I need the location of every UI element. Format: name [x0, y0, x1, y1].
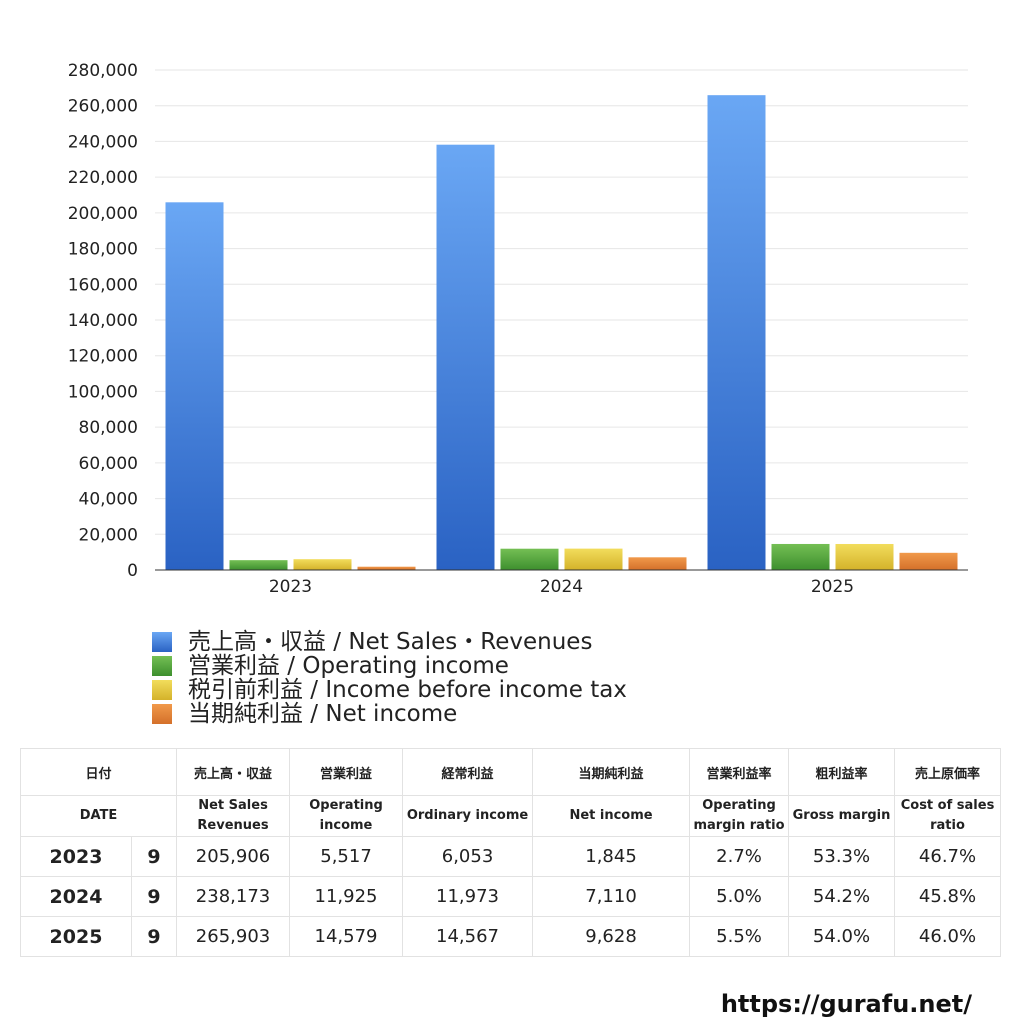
legend-item-net-income: 当期純利益 / Net income [152, 702, 627, 726]
y-tick-label: 80,000 [79, 418, 138, 438]
legend-item-net-sales: 売上高・収益 / Net Sales・Revenues [152, 630, 627, 654]
cell-cos: 45.8% [894, 876, 1002, 917]
y-tick-label: 260,000 [68, 97, 138, 117]
bar-2023-series-2 [293, 559, 352, 570]
header-op-jp: 営業利益 [289, 748, 404, 796]
bar-2023-series-3 [357, 566, 416, 570]
y-tick-label: 200,000 [68, 204, 138, 224]
cell-year: 2024 [20, 876, 132, 917]
bar-2023-series-1 [229, 560, 288, 570]
header-gm-en: Gross margin [788, 795, 896, 837]
x-tick-label: 2024 [540, 577, 583, 597]
header-sales-en: Net Sales Revenues [176, 795, 291, 837]
x-axis-ticks: 2023 2024 2025 [269, 577, 854, 597]
financial-table: 日付 売上高・収益 営業利益 経常利益 当期純利益 営業利益率 粗利益率 売上原… [19, 748, 1002, 957]
y-tick-label: 0 [127, 561, 138, 581]
header-date-en: DATE [19, 795, 178, 837]
bar-2024-series-0 [436, 144, 495, 570]
cell-month: 9 [130, 836, 178, 877]
cell-gm: 54.0% [788, 916, 896, 957]
bar-chart: 0 20,000 40,000 60,000 80,000 100,000 120,000 1… [68, 61, 968, 597]
cell-op: 5,517 [289, 836, 404, 877]
y-tick-label: 140,000 [68, 311, 138, 331]
source-url: https://gurafu.net/ [720, 990, 972, 1018]
legend-label: 当期純利益 / Net income [188, 701, 458, 727]
cell-month: 9 [130, 916, 178, 957]
cell-net: 1,845 [532, 836, 691, 877]
y-tick-label: 160,000 [68, 275, 138, 295]
bar-2024-series-1 [500, 548, 559, 570]
x-tick-label: 2025 [811, 577, 854, 597]
y-tick-label: 100,000 [68, 382, 138, 402]
y-tick-label: 240,000 [68, 132, 138, 152]
bar-2025-series-3 [899, 552, 958, 570]
x-tick-label: 2023 [269, 577, 312, 597]
header-ord-jp: 経常利益 [402, 748, 534, 796]
cell-sales: 265,903 [176, 916, 291, 957]
y-tick-label: 280,000 [68, 61, 138, 81]
header-date-jp: 日付 [19, 748, 178, 796]
cell-sales: 238,173 [176, 876, 291, 917]
y-tick-label: 20,000 [79, 525, 138, 545]
legend-item-income-before-tax: 税引前利益 / Income before income tax [152, 678, 627, 702]
table-row: 2024 9 238,173 11,925 11,973 7,110 5.0% … [20, 876, 1002, 917]
cell-gm: 54.2% [788, 876, 896, 917]
cell-op: 11,925 [289, 876, 404, 917]
legend-label: 売上高・収益 / Net Sales・Revenues [188, 629, 593, 655]
legend-label: 税引前利益 / Income before income tax [188, 677, 627, 703]
cell-ord: 6,053 [402, 836, 534, 877]
y-tick-label: 220,000 [68, 168, 138, 188]
cell-cos: 46.0% [894, 916, 1002, 957]
cell-ord: 14,567 [402, 916, 534, 957]
legend-swatch-net-sales [152, 632, 172, 652]
bar-2024-series-3 [628, 557, 687, 570]
cell-month: 9 [130, 876, 178, 917]
header-net-jp: 当期純利益 [532, 748, 691, 796]
y-axis-ticks: 0 20,000 40,000 60,000 80,000 100,000 120,000 1… [68, 61, 138, 581]
header-op-en: Operating income [289, 795, 404, 837]
table-header-en: DATE Net Sales Revenues Operating income… [19, 795, 1002, 837]
header-net-en: Net income [532, 795, 691, 837]
cell-op: 14,579 [289, 916, 404, 957]
grid-lines [155, 69, 968, 535]
y-tick-label: 180,000 [68, 240, 138, 260]
header-cos-jp: 売上原価率 [894, 748, 1002, 796]
table-row: 2023 9 205,906 5,517 6,053 1,845 2.7% 53… [20, 836, 1002, 877]
cell-cos: 46.7% [894, 836, 1002, 877]
y-tick-label: 60,000 [79, 454, 138, 474]
cell-opm: 5.5% [689, 916, 790, 957]
cell-sales: 205,906 [176, 836, 291, 877]
bar-2025-series-1 [771, 543, 830, 570]
header-opm-jp: 営業利益率 [689, 748, 790, 796]
legend: 売上高・収益 / Net Sales・Revenues 営業利益 / Opera… [152, 630, 627, 726]
cell-opm: 5.0% [689, 876, 790, 917]
bar-2024-series-2 [564, 548, 623, 570]
table-header-jp: 日付 売上高・収益 営業利益 経常利益 当期純利益 営業利益率 粗利益率 売上原… [19, 748, 1002, 796]
cell-gm: 53.3% [788, 836, 896, 877]
header-gm-jp: 粗利益率 [788, 748, 896, 796]
cell-year: 2025 [20, 916, 132, 957]
bar-2025-series-0 [707, 95, 766, 570]
cell-net: 7,110 [532, 876, 691, 917]
y-tick-label: 40,000 [79, 490, 138, 510]
bars [165, 95, 958, 570]
header-ord-en: Ordinary income [402, 795, 534, 837]
legend-label: 営業利益 / Operating income [188, 653, 509, 679]
legend-swatch-net-income [152, 704, 172, 724]
cell-opm: 2.7% [689, 836, 790, 877]
cell-year: 2023 [20, 836, 132, 877]
header-cos-en: Cost of sales ratio [894, 795, 1002, 837]
legend-swatch-operating-income [152, 656, 172, 676]
y-tick-label: 120,000 [68, 347, 138, 367]
legend-swatch-income-before-tax [152, 680, 172, 700]
header-sales-jp: 売上高・収益 [176, 748, 291, 796]
bar-2025-series-2 [835, 543, 894, 570]
legend-item-operating-income: 営業利益 / Operating income [152, 654, 627, 678]
table-row: 2025 9 265,903 14,579 14,567 9,628 5.5% … [20, 916, 1002, 957]
bar-2023-series-0 [165, 202, 224, 570]
cell-net: 9,628 [532, 916, 691, 957]
header-opm-en: Operating margin ratio [689, 795, 790, 837]
cell-ord: 11,973 [402, 876, 534, 917]
